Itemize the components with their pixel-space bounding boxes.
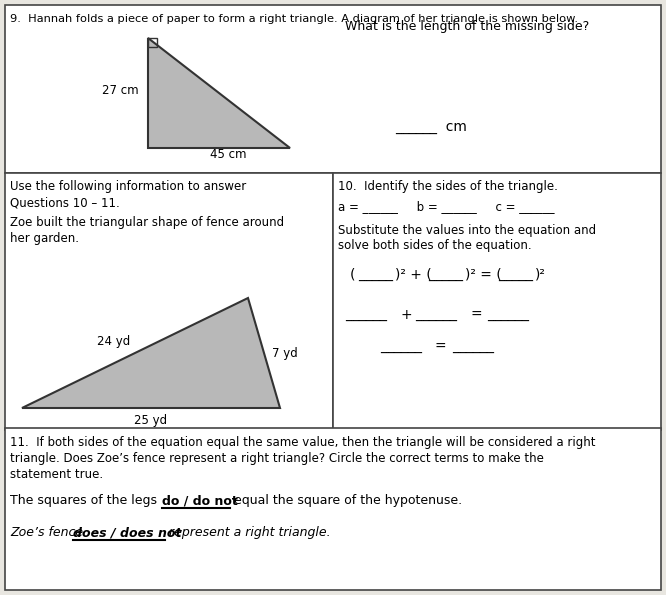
Bar xyxy=(5,5,661,173)
Text: ______: ______ xyxy=(487,308,529,322)
Polygon shape xyxy=(22,298,280,408)
Text: _____: _____ xyxy=(428,268,463,282)
Text: _____: _____ xyxy=(498,268,533,282)
Text: )² + (: )² + ( xyxy=(395,268,432,282)
Text: 45 cm: 45 cm xyxy=(210,148,246,161)
Text: +: + xyxy=(400,308,412,322)
Text: Use the following information to answer: Use the following information to answer xyxy=(10,180,246,193)
Text: statement true.: statement true. xyxy=(10,468,103,481)
Text: does / does not: does / does not xyxy=(73,526,182,539)
Text: Zoe’s fence: Zoe’s fence xyxy=(10,526,87,539)
Polygon shape xyxy=(148,38,290,148)
Bar xyxy=(5,428,661,590)
Text: 9.  Hannah folds a piece of paper to form a right triangle. A diagram of her tri: 9. Hannah folds a piece of paper to form… xyxy=(10,14,578,24)
Text: What is the length of the missing side?: What is the length of the missing side? xyxy=(345,20,589,33)
Text: 11.  If both sides of the equation equal the same value, then the triangle will : 11. If both sides of the equation equal … xyxy=(10,436,595,449)
Bar xyxy=(148,38,157,47)
Text: equal the square of the hypotenuse.: equal the square of the hypotenuse. xyxy=(230,494,462,507)
Bar xyxy=(333,173,661,430)
Text: 25 yd: 25 yd xyxy=(135,414,168,427)
Text: Zoe built the triangular shape of fence around: Zoe built the triangular shape of fence … xyxy=(10,216,284,229)
Text: a = ______     b = ______     c = ______: a = ______ b = ______ c = ______ xyxy=(338,200,555,213)
Text: triangle. Does Zoe’s fence represent a right triangle? Circle the correct terms : triangle. Does Zoe’s fence represent a r… xyxy=(10,452,544,465)
Bar xyxy=(5,173,333,430)
Text: 27 cm: 27 cm xyxy=(103,83,139,96)
Text: Substitute the values into the equation and: Substitute the values into the equation … xyxy=(338,224,596,237)
Text: =: = xyxy=(470,308,482,322)
Text: represent a right triangle.: represent a right triangle. xyxy=(165,526,330,539)
Text: )² = (: )² = ( xyxy=(465,268,501,282)
Text: ______: ______ xyxy=(415,308,457,322)
Text: The squares of the legs: The squares of the legs xyxy=(10,494,161,507)
Text: ______: ______ xyxy=(380,340,422,354)
Text: 10.  Identify the sides of the triangle.: 10. Identify the sides of the triangle. xyxy=(338,180,558,193)
Text: _____: _____ xyxy=(358,268,393,282)
Text: ______: ______ xyxy=(452,340,494,354)
Text: do / do not: do / do not xyxy=(162,494,238,507)
Text: ______  cm: ______ cm xyxy=(395,120,467,134)
Text: solve both sides of the equation.: solve both sides of the equation. xyxy=(338,239,531,252)
Text: 24 yd: 24 yd xyxy=(97,335,130,348)
Text: her garden.: her garden. xyxy=(10,232,79,245)
Text: ______: ______ xyxy=(345,308,387,322)
Text: 7 yd: 7 yd xyxy=(272,346,298,359)
Text: =: = xyxy=(435,340,447,354)
Text: Questions 10 – 11.: Questions 10 – 11. xyxy=(10,196,120,209)
Text: (: ( xyxy=(350,268,356,282)
Text: )²: )² xyxy=(535,268,546,282)
